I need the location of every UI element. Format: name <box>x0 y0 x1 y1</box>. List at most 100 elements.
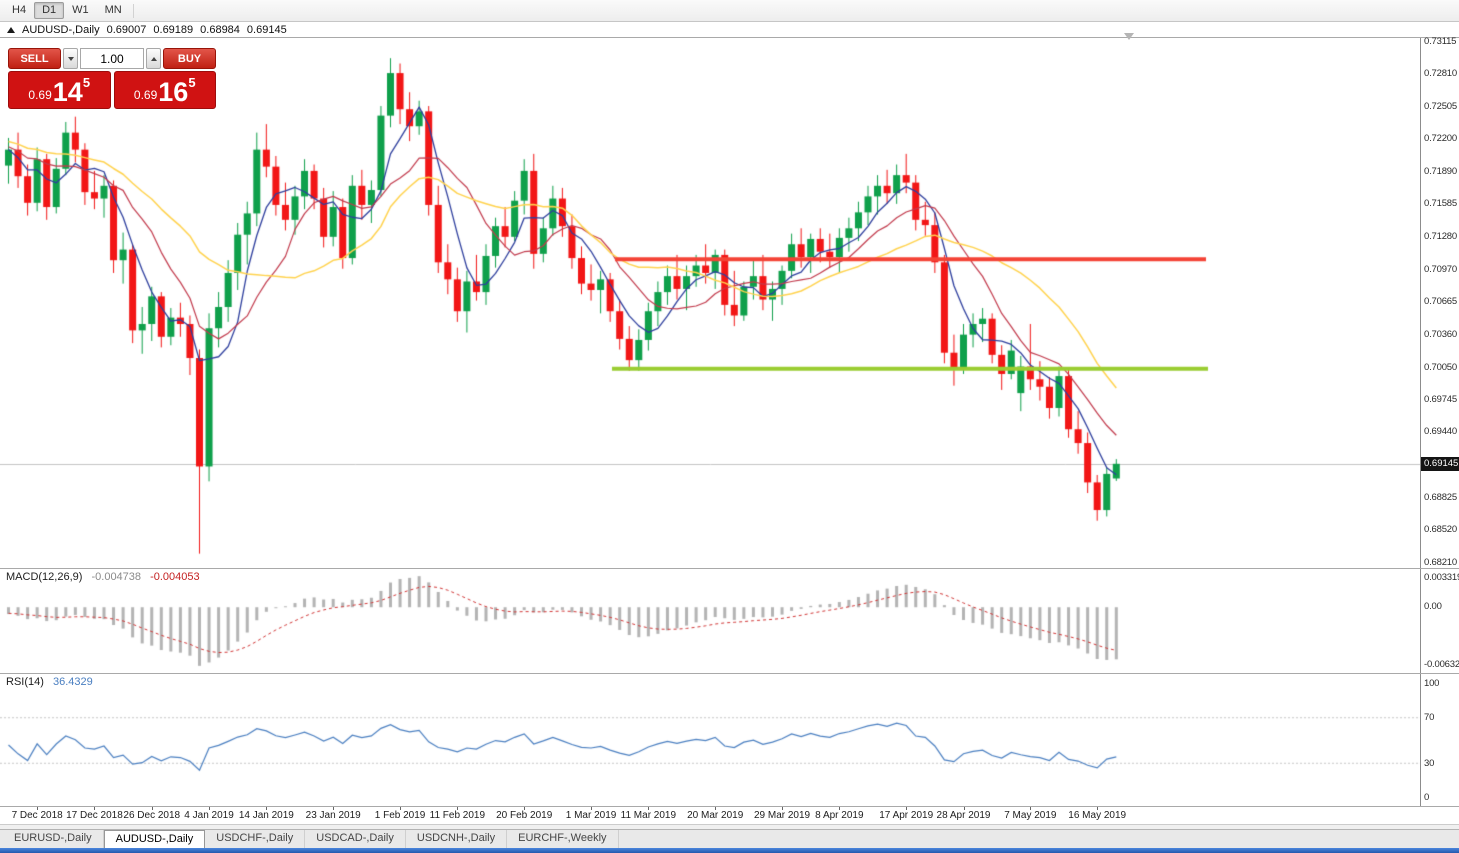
panel-separator[interactable] <box>0 568 1459 569</box>
price-tick-label: 0.70970 <box>1424 263 1457 275</box>
date-label: 11 Feb 2019 <box>429 810 486 821</box>
arrow-up-icon <box>150 56 157 61</box>
price-tick-label: 0.73115 <box>1424 35 1457 47</box>
volume-up-button[interactable] <box>146 48 161 69</box>
macd-label: MACD(12,26,9) -0.004738 -0.004053 <box>6 571 200 583</box>
volume-input[interactable] <box>80 48 144 69</box>
one-click-trading-panel: SELL BUY 0.69 14 5 0.69 16 5 <box>8 48 216 109</box>
date-tick <box>524 807 526 810</box>
rsi-value: 36.4329 <box>52 676 93 688</box>
date-tick <box>151 807 153 810</box>
scroll-strip <box>0 824 1459 829</box>
sell-price-fraction: 5 <box>82 75 91 90</box>
date-label: 7 Dec 2018 <box>11 810 63 821</box>
date-label: 20 Feb 2019 <box>496 810 553 821</box>
price-tick-label: 0.70360 <box>1424 328 1457 340</box>
chart-tab-bar: EURUSD-,Daily AUDUSD-,Daily USDCHF-,Daily U… <box>0 829 1459 848</box>
date-tick <box>209 807 211 810</box>
macd-scale-label: 0.003319 <box>1424 572 1459 583</box>
buy-button[interactable]: BUY <box>163 48 216 69</box>
sell-price-button[interactable]: 0.69 14 5 <box>8 71 111 109</box>
symbol-tab-eurchf[interactable]: EURCHF-,Weekly <box>507 830 619 848</box>
one-click-row-controls: SELL BUY <box>8 48 216 69</box>
symbol-tab-audusd[interactable]: AUDUSD-,Daily <box>103 830 206 848</box>
current-price-tag: 0.69145 <box>1421 456 1459 471</box>
timeframe-toolbar: H4 D1 W1 MN <box>0 0 1459 22</box>
price-tick-label: 0.72810 <box>1424 68 1457 80</box>
one-click-row-prices: 0.69 14 5 0.69 16 5 <box>8 71 216 109</box>
macd-main-value: -0.004738 <box>91 571 142 583</box>
candlestick-chart-canvas[interactable] <box>0 38 1421 568</box>
rsi-name: RSI(14) <box>6 676 44 688</box>
date-label: 17 Apr 2019 <box>879 810 934 821</box>
one-click-toggle-icon[interactable] <box>7 26 15 33</box>
price-tick-label: 0.68210 <box>1424 557 1457 569</box>
timeframe-button-group: H4 D1 W1 MN <box>4 2 130 19</box>
sell-button[interactable]: SELL <box>8 48 61 69</box>
chart-ohlc-bar: AUDUSD-,Daily 0.69007 0.69189 0.68984 0.… <box>0 22 1459 38</box>
price-tick-label: 0.71585 <box>1424 198 1457 210</box>
price-tick-label: 0.72200 <box>1424 133 1457 144</box>
date-tick <box>1097 807 1099 810</box>
rsi-scale-label: 100 <box>1424 678 1440 689</box>
date-tick <box>839 807 841 810</box>
symbol-tab-eurusd[interactable]: EURUSD-,Daily <box>3 830 104 848</box>
buy-price-button[interactable]: 0.69 16 5 <box>113 71 216 109</box>
volume-down-button[interactable] <box>63 48 78 69</box>
price-tick-label: 0.69440 <box>1424 426 1457 438</box>
date-tick <box>715 807 717 810</box>
ohlc-open: 0.69007 <box>106 23 147 36</box>
date-label: 26 Dec 2018 <box>123 810 181 821</box>
macd-indicator-canvas[interactable] <box>0 569 1421 673</box>
rsi-scale-label: 0 <box>1424 792 1430 803</box>
date-label: 14 Jan 2019 <box>238 810 294 821</box>
rsi-scale-label: 30 <box>1424 757 1435 769</box>
date-tick <box>648 807 650 810</box>
autoscroll-marker-icon[interactable] <box>1124 33 1134 40</box>
timeframe-button-h4[interactable]: H4 <box>4 2 34 19</box>
date-label: 1 Mar 2019 <box>565 810 617 821</box>
toolbar-separator <box>132 3 134 18</box>
price-axis[interactable]: 0.73115 0.72810 0.72505 0.72200 0.71890 0.715… <box>1420 35 1459 806</box>
ohlc-low: 0.68984 <box>200 23 240 36</box>
buy-price-pips: 16 <box>158 77 189 107</box>
symbol-tab-usdcad[interactable]: USDCAD-,Daily <box>305 830 406 848</box>
rsi-scale-label: 70 <box>1424 712 1435 724</box>
date-label: 20 Mar 2019 <box>687 810 744 821</box>
date-tick <box>591 807 593 810</box>
date-tick <box>333 807 335 810</box>
rsi-label: RSI(14) 36.4329 <box>6 676 93 688</box>
price-tick-label: 0.71890 <box>1424 165 1457 177</box>
sell-price-pips: 14 <box>52 77 83 107</box>
date-tick <box>457 807 459 810</box>
macd-scale-label: 0.00 <box>1424 601 1442 613</box>
date-tick <box>266 807 268 810</box>
macd-signal-value: -0.004053 <box>150 571 200 583</box>
ohlc-high: 0.69189 <box>153 23 194 36</box>
price-tick-label: 0.68520 <box>1424 524 1457 536</box>
date-label: 29 Mar 2019 <box>753 810 811 821</box>
date-label: 17 Dec 2018 <box>66 810 123 821</box>
panel-separator[interactable] <box>0 673 1459 674</box>
date-tick <box>906 807 908 810</box>
arrow-down-icon <box>67 56 74 61</box>
chart-symbol-period: AUDUSD-,Daily <box>22 23 100 36</box>
date-label: 1 Feb 2019 <box>374 810 426 821</box>
price-tick-label: 0.69745 <box>1424 394 1457 406</box>
date-label: 11 Mar 2019 <box>620 810 677 821</box>
date-tick <box>37 807 39 810</box>
date-label: 16 May 2019 <box>1068 810 1127 821</box>
price-tick-label: 0.70665 <box>1424 296 1457 308</box>
symbol-tab-usdchf[interactable]: USDCHF-,Daily <box>205 830 306 848</box>
timeframe-button-mn[interactable]: MN <box>97 2 130 19</box>
timeframe-button-w1[interactable]: W1 <box>64 2 97 19</box>
rsi-indicator-canvas[interactable] <box>0 674 1421 806</box>
price-tick-label: 0.72505 <box>1424 100 1457 112</box>
panel-separator <box>0 806 1459 807</box>
date-axis[interactable]: 7 Dec 2018 17 Dec 2018 26 Dec 2018 4 Jan 20… <box>0 807 1459 824</box>
price-tick-label: 0.70050 <box>1424 361 1457 373</box>
timeframe-button-d1[interactable]: D1 <box>34 2 65 19</box>
date-tick <box>782 807 784 810</box>
symbol-tab-usdcnh[interactable]: USDCNH-,Daily <box>406 830 508 848</box>
window-bottom-edge <box>0 848 1459 853</box>
